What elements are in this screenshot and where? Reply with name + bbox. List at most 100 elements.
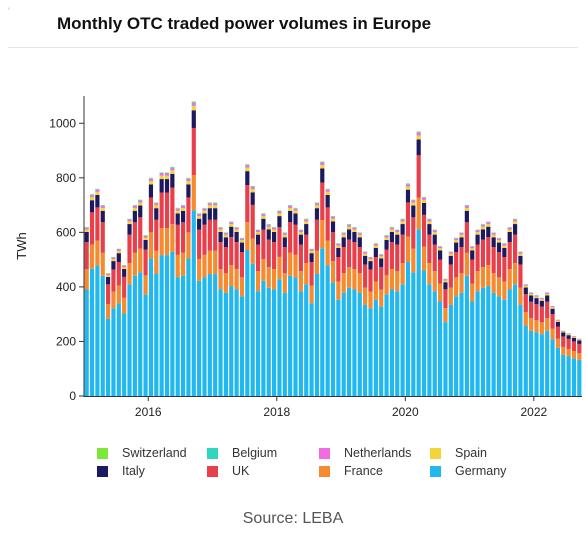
bar-stack xyxy=(127,218,132,396)
bar-segment-france xyxy=(432,271,437,292)
bar-segment-belgium xyxy=(245,164,250,166)
bar-segment-germany xyxy=(577,359,582,396)
bar-segment-belgium xyxy=(127,219,132,220)
bar-segment-netherlands xyxy=(507,227,512,230)
bar-segment-spain xyxy=(432,232,437,235)
swatch-switzerland xyxy=(97,447,108,459)
bar-segment-italy xyxy=(475,234,480,245)
bar-segment-spain xyxy=(288,207,293,211)
bar-segment-netherlands xyxy=(400,219,405,222)
bar-segment-uk xyxy=(346,239,352,268)
bar-segment-germany xyxy=(352,289,357,396)
legend-item-belgium[interactable]: Belgium xyxy=(207,444,277,462)
bar-segment-netherlands xyxy=(480,225,486,227)
legend-item-italy[interactable]: Italy xyxy=(97,462,145,480)
bar-segment-france xyxy=(357,273,362,293)
bar-segment-italy xyxy=(250,192,255,205)
bar-segment-uk xyxy=(191,127,196,176)
bar-segment-italy xyxy=(191,110,196,128)
bar-segment-france xyxy=(282,273,287,293)
bar-segment-spain xyxy=(148,181,154,185)
bar-segment-spain xyxy=(282,234,287,238)
bar-segment-uk xyxy=(330,232,336,261)
bar-stack xyxy=(475,229,480,396)
bar-stack xyxy=(154,202,159,396)
bar-segment-italy xyxy=(330,221,336,233)
bar-segment-italy xyxy=(438,250,443,260)
bar-segment-netherlands xyxy=(272,227,277,230)
bar-segment-spain xyxy=(202,210,207,214)
bar-segment-italy xyxy=(395,234,400,245)
bar-segment-spain xyxy=(138,202,143,206)
bar-stack xyxy=(288,205,293,396)
bar-segment-italy xyxy=(534,298,539,305)
bar-segment-belgium xyxy=(218,227,223,228)
bar-segment-netherlands xyxy=(427,219,432,222)
bar-segment-france xyxy=(89,244,95,269)
bar-segment-germany xyxy=(529,330,534,396)
bar-segment-germany xyxy=(416,229,421,396)
bar-segment-belgium xyxy=(138,200,143,201)
bar-segment-uk xyxy=(138,217,143,249)
bar-segment-spain xyxy=(459,234,464,238)
bar-segment-spain xyxy=(379,256,384,259)
bar-segment-belgium xyxy=(416,131,421,133)
bar-segment-netherlands xyxy=(288,206,293,208)
bar-segment-netherlands xyxy=(293,208,298,211)
bar-segment-italy xyxy=(448,255,453,265)
legend-item-uk[interactable]: UK xyxy=(207,462,249,480)
bar-segment-netherlands xyxy=(357,233,362,235)
bar-segment-france xyxy=(459,273,464,293)
bar-segment-netherlands xyxy=(523,284,528,286)
bar-segment-italy xyxy=(255,234,261,245)
bar-segment-germany xyxy=(266,287,271,396)
bar-segment-spain xyxy=(84,229,89,232)
bar-stack xyxy=(512,218,518,396)
bar-segment-uk xyxy=(405,202,411,237)
legend-item-netherlands[interactable]: Netherlands xyxy=(319,444,411,462)
bar-segment-italy xyxy=(443,282,448,290)
bar-segment-spain xyxy=(336,245,341,248)
bar-segment-italy xyxy=(352,231,357,243)
y-tick-label: 400 xyxy=(56,280,76,294)
bar-stack xyxy=(84,226,89,396)
bar-segment-uk xyxy=(400,234,405,264)
y-tick-label: 0 xyxy=(69,389,76,403)
bar-segment-uk xyxy=(229,237,234,266)
bar-stack xyxy=(261,213,266,396)
bar-stack xyxy=(555,319,560,396)
bar-segment-belgium xyxy=(304,219,309,220)
bar-segment-uk xyxy=(571,341,577,351)
bar-segment-italy xyxy=(298,234,303,245)
legend-item-germany[interactable]: Germany xyxy=(430,462,506,480)
bar-segment-uk xyxy=(523,294,528,313)
bar-segment-france xyxy=(148,232,154,259)
bar-segment-belgium xyxy=(277,210,282,212)
bar-segment-germany xyxy=(164,255,170,396)
bar-segment-germany xyxy=(309,303,314,396)
bar-segment-belgium xyxy=(464,205,469,207)
bar-segment-spain xyxy=(346,226,352,230)
bar-segment-france xyxy=(180,252,186,276)
legend-item-spain[interactable]: Spain xyxy=(430,444,487,462)
bar-stack xyxy=(164,172,170,396)
bar-segment-italy xyxy=(566,335,571,339)
bar-segment-netherlands xyxy=(405,184,411,187)
bar-segment-france xyxy=(164,228,170,256)
legend-item-switzerland[interactable]: Switzerland xyxy=(97,444,187,462)
bar-segment-germany xyxy=(218,289,223,396)
bar-stack xyxy=(223,232,228,396)
legend-item-france[interactable]: France xyxy=(319,462,383,480)
bar-segment-france xyxy=(100,252,105,276)
bar-segment-spain xyxy=(223,234,228,238)
bar-stack xyxy=(357,232,362,396)
bar-segment-spain xyxy=(523,285,528,288)
bar-segment-uk xyxy=(341,247,346,274)
bar-segment-belgium xyxy=(314,202,320,204)
bar-segment-france xyxy=(170,224,175,252)
bar-segment-france xyxy=(320,220,325,249)
bar-segment-italy xyxy=(550,308,555,315)
bar-segment-italy xyxy=(561,332,566,337)
bar-segment-italy xyxy=(143,239,148,250)
corner-mark: ‘ xyxy=(8,6,10,16)
